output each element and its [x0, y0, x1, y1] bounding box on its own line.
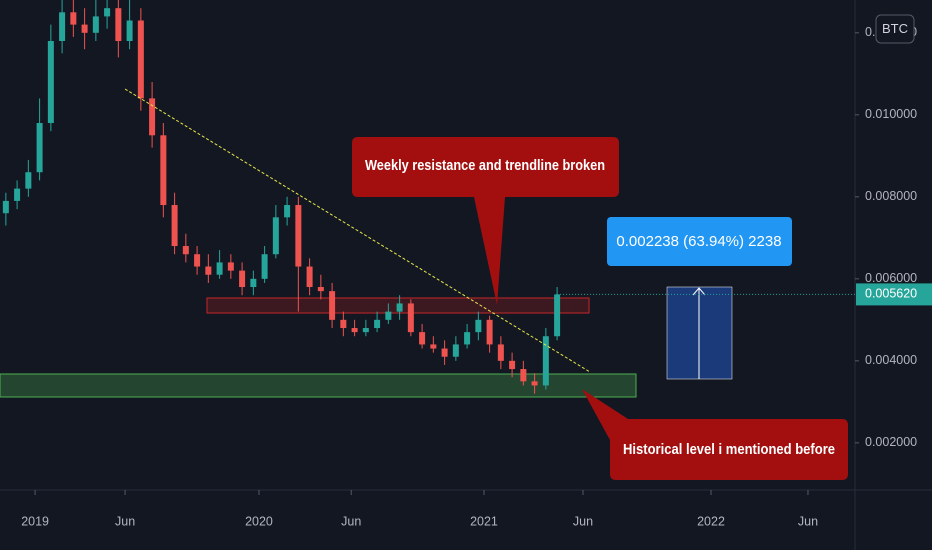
candle-body — [272, 217, 279, 255]
x-tick-label: Jun — [115, 514, 135, 528]
last-price-box — [856, 283, 932, 306]
support-zone — [0, 373, 637, 398]
candle-body — [261, 254, 268, 279]
candle-body — [340, 319, 347, 329]
candle-body — [542, 336, 549, 386]
candle-body — [104, 8, 111, 17]
measure-label-box — [607, 217, 792, 266]
candle-body — [250, 278, 257, 288]
candle-body — [374, 319, 381, 329]
candle-body — [47, 41, 54, 124]
candle-body — [194, 254, 201, 267]
callout-text: Historical level i mentioned before — [623, 441, 835, 458]
candle-body — [452, 344, 459, 357]
x-tick-label: 2021 — [470, 514, 498, 528]
measure-label: 0.002238 (63.94%) 2238 — [616, 233, 781, 250]
candle-body — [430, 344, 437, 349]
symbol-badge — [875, 14, 915, 44]
candle-body — [531, 381, 538, 386]
y-tick-label: 0.004000 — [865, 353, 917, 367]
candle-body — [284, 205, 291, 218]
x-tick-label: Jun — [573, 514, 593, 528]
x-tick-label: 2019 — [21, 514, 49, 528]
candle-body — [92, 16, 99, 33]
last-price-label: 0.005620 — [865, 287, 917, 301]
candle-body — [126, 20, 133, 42]
candle-body — [362, 328, 369, 333]
measure-tool: 0.002238 (63.94%) 2238 — [607, 217, 792, 380]
candle-body — [441, 348, 448, 357]
candle-body — [160, 135, 167, 206]
callout-2: Historical level i mentioned before — [582, 389, 848, 480]
axes: 0.002000 0.004000 0.006000 0.008000 0.010000… — [21, 25, 932, 528]
symbol-text: BTC — [882, 21, 908, 36]
y-tick-label: 0.008000 — [865, 189, 917, 203]
candle-body — [70, 12, 77, 25]
candle-body — [306, 266, 313, 288]
candle-body — [81, 24, 88, 33]
y-tick-label: 0.002000 — [865, 435, 917, 449]
candle-body — [205, 266, 212, 275]
candle-body — [149, 98, 156, 136]
candle-body — [520, 369, 527, 382]
candle-body — [295, 205, 302, 267]
plot-area — [0, 0, 637, 398]
candle-body — [464, 332, 471, 345]
candle-body — [317, 287, 324, 292]
candle-body — [137, 20, 144, 99]
x-tick-label: 2022 — [697, 514, 725, 528]
candle-body — [509, 360, 516, 370]
x-tick-label: Jun — [798, 514, 818, 528]
candle-body — [216, 262, 223, 275]
y-tick-label: 0.010000 — [865, 107, 917, 121]
candle-body — [239, 270, 246, 288]
callout-1: Weekly resistance and trendline broken — [352, 137, 619, 305]
candle-body — [351, 328, 358, 333]
candle-body — [182, 246, 189, 255]
candle-body — [385, 311, 392, 320]
candle-body — [419, 332, 426, 345]
candle-body — [227, 262, 234, 271]
candle-body — [59, 12, 66, 42]
callout-shape — [582, 389, 848, 480]
candle-body — [2, 200, 9, 214]
candle-body — [396, 303, 403, 312]
x-tick-label: Jun — [341, 514, 361, 528]
trendline — [124, 88, 591, 373]
candle-body — [14, 188, 21, 201]
candle-body — [115, 8, 122, 42]
candle-body — [171, 205, 178, 247]
candle-body — [486, 319, 493, 345]
candle-body — [25, 172, 32, 189]
callout-shape — [352, 137, 619, 305]
candle-body — [36, 123, 43, 173]
measure-arrowhead — [692, 287, 706, 296]
x-tick-label: 2020 — [245, 514, 273, 528]
candle-body — [497, 344, 504, 361]
candle-body — [475, 319, 482, 333]
candle-body — [407, 303, 414, 333]
candle-body — [554, 294, 561, 337]
callout-text: Weekly resistance and trendline broken — [365, 157, 605, 174]
candle-body — [329, 291, 336, 320]
y-tick-label: 0.006000 — [865, 271, 917, 285]
